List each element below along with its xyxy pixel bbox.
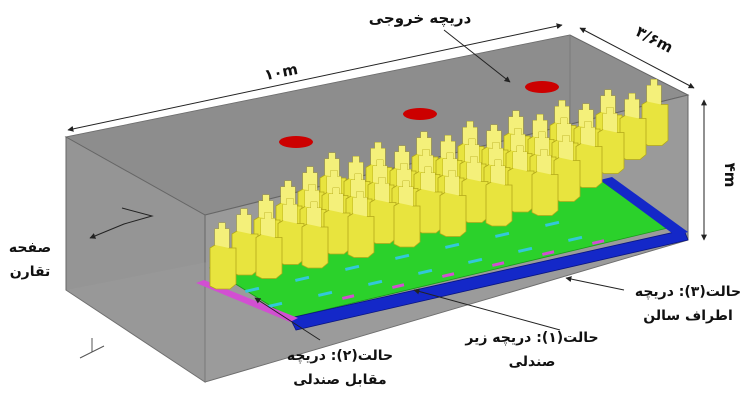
- width-label: ۳/۶m: [633, 22, 676, 56]
- case1-label-line1: حالت(۱): دریچه زیر: [464, 330, 598, 346]
- case1-label-line2: صندلی: [509, 354, 556, 370]
- front-vent-case2: [196, 280, 298, 322]
- symmetry-leader-line: [89, 207, 154, 239]
- outlet-vent: [403, 108, 437, 120]
- length-dimension-arrow: [67, 23, 563, 132]
- case3-label-line2: اطراف سالن: [643, 308, 733, 324]
- outlet-leader-line: [443, 29, 511, 83]
- case3-leader-line: [565, 276, 625, 291]
- case2-label-line2: مقابل صندلی: [293, 372, 386, 388]
- under-seat-vents-case1: [245, 220, 605, 308]
- symmetry-plane-label-line2: تقارن: [10, 264, 51, 280]
- outlet-vent-label: دریچه خروجی: [369, 9, 472, 28]
- case1-leader-line: [413, 288, 561, 331]
- length-label: ۱۰m: [263, 60, 300, 84]
- perimeter-vent-case3: [289, 229, 689, 331]
- perimeter-vent-case3-side: [600, 177, 688, 236]
- axis-triad: [79, 338, 105, 359]
- case3-label-line1: حالت(۳): دریچه: [635, 284, 741, 300]
- case2-label-line1: حالت(۲): دریچه: [287, 348, 393, 364]
- outlet-vent: [525, 81, 559, 93]
- outlet-vent: [279, 136, 313, 148]
- height-label: ۴m: [721, 163, 739, 188]
- symmetry-plane-label-line1: صفحه: [9, 240, 51, 256]
- width-dimension-arrow: [579, 27, 695, 89]
- case2-leader-line: [254, 297, 321, 341]
